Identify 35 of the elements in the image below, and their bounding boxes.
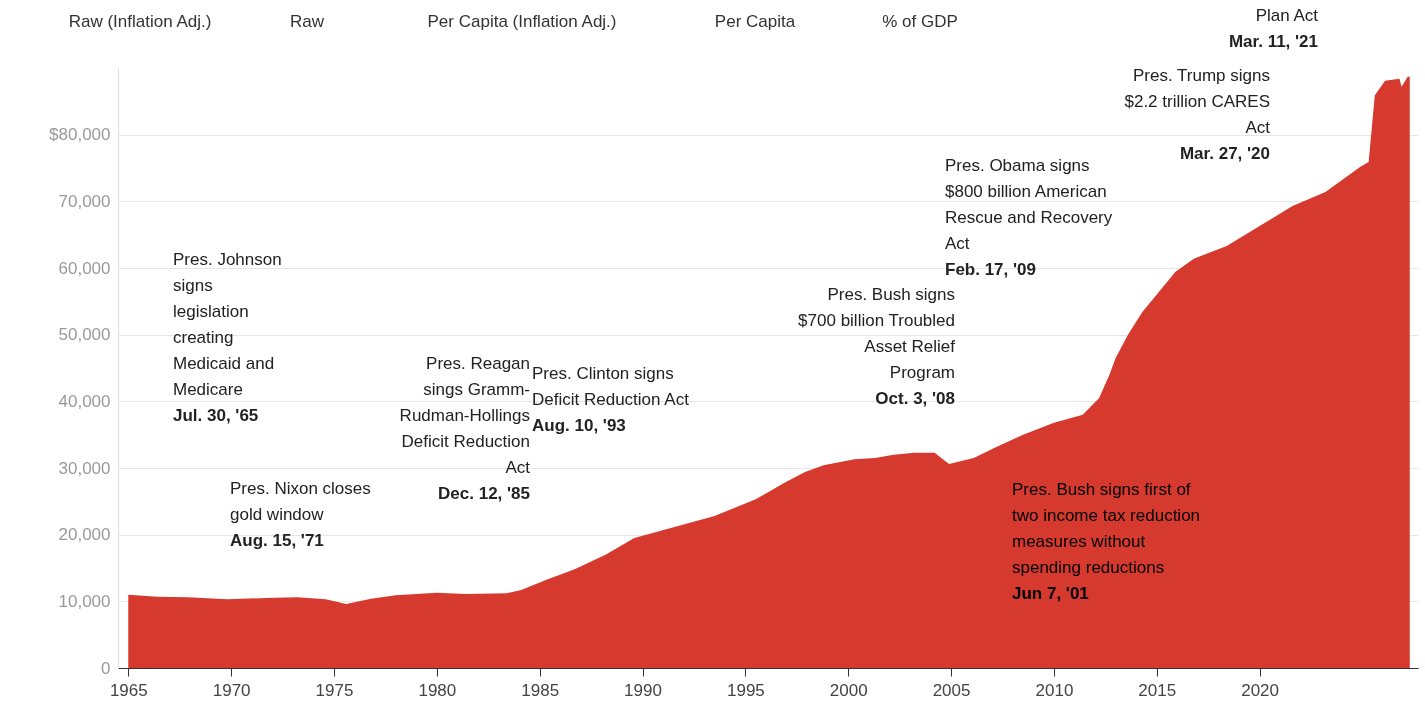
annotation: Pres. Johnson signs legislation creating Medicaid and Medicare Jul. 30, '65 [173,250,282,425]
x-tick-label: 2010 [1035,680,1074,700]
y-tick-label: 30,000 [58,458,111,478]
annotation: Pres. Obama signs $800 billion American Rescue and Recovery Act Feb. 17, '09 [945,156,1113,279]
y-tick-label: 10,000 [58,591,111,611]
text: Plan Act Mar. 11, '21 [1228,6,1319,51]
annotation: Pres. Bush signs first of two income tax reduction measures without spending reductions Jun 7, '01 [1012,480,1201,603]
x-tick-label: 2005 [932,680,971,700]
x-tick-label: 1980 [418,680,457,700]
annotation: Pres. Clinton signs Deficit Reduction Act Aug. 10, '93 [532,364,690,435]
text: % of GDP [882,12,958,31]
x-tick-label: 2015 [1138,680,1177,700]
y-tick-label: 0 [101,658,111,678]
y-tick-label: 70,000 [58,191,111,211]
y-tick-label: 40,000 [58,391,111,411]
text: Per Capita (Inflation Adj.) [427,12,617,31]
x-tick-label: 1970 [212,680,251,700]
x-tick-label: 1990 [624,680,662,700]
x-tick-label: 1975 [315,680,354,700]
x-tick-label: 2020 [1241,680,1280,700]
y-tick-label: 60,000 [58,258,111,278]
y-tick-label: 20,000 [58,525,111,545]
x-tick-label: 1965 [109,680,148,700]
y-tick-label: 50,000 [58,325,111,345]
annotation: Pres. Bush signs $700 billion Troubled Asset Relief Program Oct. 3, '08 [798,285,956,408]
annotation: Pres. Trump signs $2.2 trillion CARES Act Mar. 27, '20 [1124,66,1271,163]
text: Raw (Inflation Adj.) [68,12,212,31]
x-tick-label: 2000 [829,680,868,700]
text: Per Capita [714,12,796,31]
text: Raw [289,12,325,31]
x-tick-label: 1985 [521,680,560,700]
x-tick-label: 1995 [726,680,765,700]
annotation: Pres. Nixon closes gold window Aug. 15, '71 [230,479,371,550]
annotation: Pres. Reagan sings Gramm- Rudman-Hollings Deficit Reduction Act Dec. 12, '85 [399,354,531,503]
y-tick-label: $80,000 [49,125,111,145]
